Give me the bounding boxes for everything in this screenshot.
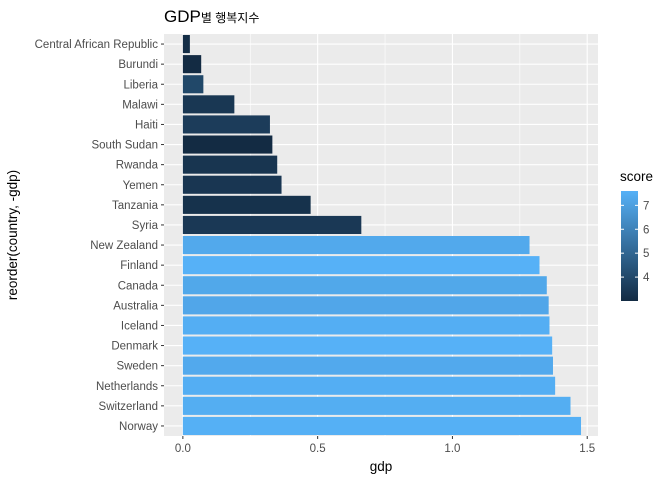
y-tick-label: Haiti [135, 119, 158, 131]
y-tick-label: Liberia [123, 79, 158, 91]
y-tick-label: New Zealand [90, 240, 158, 252]
plot-panel [164, 34, 598, 436]
bar [182, 75, 204, 94]
y-tick-label: Finland [120, 260, 158, 272]
bar [182, 55, 202, 74]
y-tick-label: Syria [132, 220, 159, 232]
chart-title-main: GDP [164, 7, 201, 26]
y-tick-label: Australia [113, 300, 158, 312]
y-tick-label: Norway [119, 421, 158, 433]
y-tick-label: Sweden [116, 361, 158, 373]
y-tick-label: Canada [118, 280, 159, 292]
bar [182, 256, 540, 275]
legend-tick-label: 6 [643, 224, 649, 236]
legend-title: score [620, 169, 653, 184]
y-tick-label: Netherlands [96, 381, 158, 393]
y-tick-label: Malawi [122, 99, 158, 111]
bar [182, 175, 282, 194]
bar [182, 236, 530, 255]
x-tick-label: 0.5 [310, 443, 326, 455]
legend-ticks: 4 5 6 7 [621, 200, 650, 284]
bar [182, 215, 362, 234]
bar [182, 135, 273, 154]
bar [182, 115, 270, 134]
x-axis-title: gdp [370, 459, 393, 474]
y-tick-label: South Sudan [91, 140, 158, 152]
bar [182, 336, 553, 355]
chart-title: GDP별 행복지수 [164, 7, 259, 26]
bar [182, 35, 190, 54]
bar [182, 95, 235, 114]
legend: score 4 5 6 7 [620, 169, 653, 301]
legend-tick-label: 5 [643, 248, 649, 260]
y-tick-label: Central African Republic [35, 39, 159, 51]
bars [182, 35, 582, 435]
y-tick-label: Yemen [123, 180, 158, 192]
y-tick-label: Denmark [111, 341, 158, 353]
bar [182, 296, 549, 315]
bar [182, 416, 582, 435]
y-tick-label: Tanzania [112, 200, 159, 212]
x-tick-label: 0.0 [175, 443, 191, 455]
y-tick-label: Burundi [118, 59, 158, 71]
bar [182, 396, 571, 415]
x-tick-label: 1.5 [579, 443, 595, 455]
bar [182, 356, 553, 375]
y-tick-label: Switzerland [99, 401, 158, 413]
y-axis: Central African Republic Burundi Liberia Ma… [35, 39, 164, 433]
x-axis: 0.0 0.5 1.0 1.5 [175, 436, 595, 455]
y-axis-title: reorder(country, -gdp) [5, 170, 20, 300]
bar [182, 195, 311, 214]
chart-title-suffix: 별 행복지수 [201, 10, 260, 25]
y-tick-label: Rwanda [116, 160, 159, 172]
bar [182, 276, 547, 295]
y-tick-label: Iceland [121, 320, 158, 332]
bar [182, 155, 278, 174]
legend-tick-label: 7 [643, 200, 649, 212]
legend-tick-label: 4 [643, 272, 650, 284]
legend-colorbar [621, 191, 638, 301]
bar [182, 376, 556, 395]
x-tick-label: 1.0 [444, 443, 460, 455]
bar [182, 316, 550, 335]
